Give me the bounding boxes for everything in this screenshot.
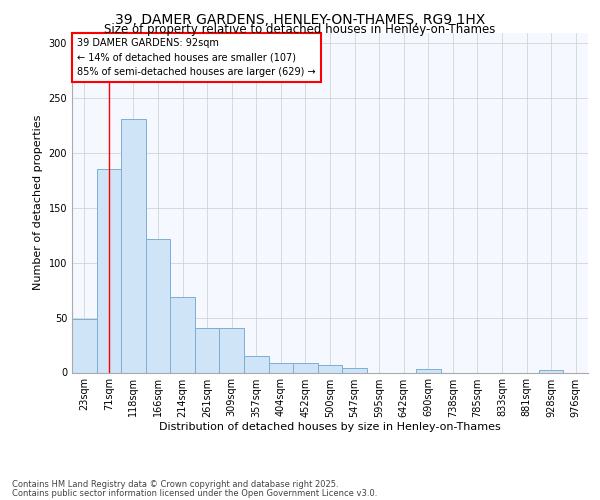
Bar bbox=[539, 370, 563, 372]
Text: 39 DAMER GARDENS: 92sqm
← 14% of detached houses are smaller (107)
85% of semi-d: 39 DAMER GARDENS: 92sqm ← 14% of detache… bbox=[77, 38, 316, 77]
Bar bbox=[146, 238, 170, 372]
Bar bbox=[269, 362, 293, 372]
Bar bbox=[72, 319, 97, 372]
Bar bbox=[220, 328, 244, 372]
Bar bbox=[416, 369, 440, 372]
Bar bbox=[97, 168, 121, 372]
Bar bbox=[244, 356, 269, 372]
Text: Contains HM Land Registry data © Crown copyright and database right 2025.: Contains HM Land Registry data © Crown c… bbox=[12, 480, 338, 489]
Text: Contains public sector information licensed under the Open Government Licence v3: Contains public sector information licen… bbox=[12, 488, 377, 498]
Text: 39, DAMER GARDENS, HENLEY-ON-THAMES, RG9 1HX: 39, DAMER GARDENS, HENLEY-ON-THAMES, RG9… bbox=[115, 12, 485, 26]
X-axis label: Distribution of detached houses by size in Henley-on-Thames: Distribution of detached houses by size … bbox=[159, 422, 501, 432]
Bar bbox=[318, 365, 342, 372]
Text: Size of property relative to detached houses in Henley-on-Thames: Size of property relative to detached ho… bbox=[104, 22, 496, 36]
Bar bbox=[195, 328, 220, 372]
Y-axis label: Number of detached properties: Number of detached properties bbox=[33, 115, 43, 290]
Bar bbox=[121, 119, 146, 372]
Bar bbox=[342, 368, 367, 372]
Bar bbox=[293, 362, 318, 372]
Bar bbox=[170, 297, 195, 372]
